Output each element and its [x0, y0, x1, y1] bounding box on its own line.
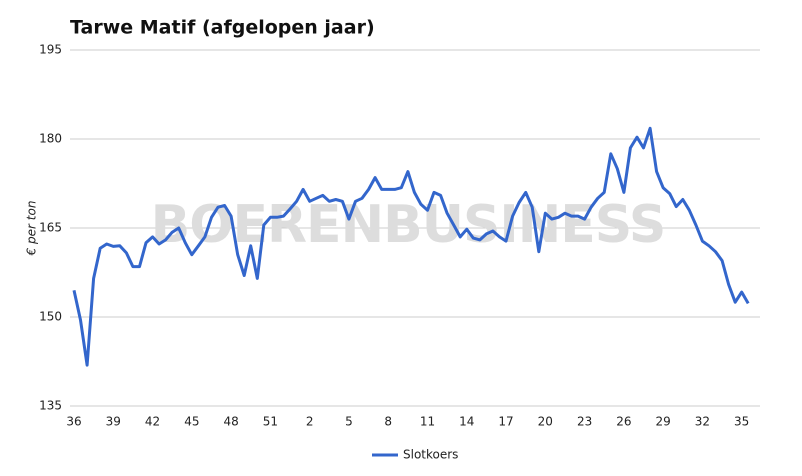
y-tick-label: 150 — [39, 310, 62, 324]
x-tick-label: 20 — [538, 415, 553, 429]
x-tick-label: 29 — [656, 415, 671, 429]
x-tick-label: 45 — [184, 415, 199, 429]
y-tick-label: 180 — [39, 132, 62, 146]
x-tick-label: 23 — [577, 415, 592, 429]
x-tick-label: 36 — [66, 415, 81, 429]
x-tick-label: 5 — [345, 415, 353, 429]
x-tick-label: 2 — [306, 415, 314, 429]
x-tick-label: 42 — [145, 415, 160, 429]
chart-title: Tarwe Matif (afgelopen jaar) — [70, 17, 375, 39]
x-tick-label: 35 — [734, 415, 749, 429]
legend-label: Slotkoers — [403, 448, 458, 462]
x-tick-label: 39 — [106, 415, 121, 429]
x-tick-label: 48 — [223, 415, 238, 429]
x-tick-label: 11 — [420, 415, 435, 429]
y-tick-label: 195 — [39, 43, 62, 57]
y-axis-label: € per ton — [25, 201, 39, 257]
y-tick-label: 135 — [39, 399, 62, 413]
watermark: BOERENBUSINESS — [151, 195, 666, 255]
x-tick-label: 51 — [263, 415, 278, 429]
x-tick-label: 8 — [384, 415, 392, 429]
x-tick-label: 14 — [459, 415, 474, 429]
x-tick-label: 17 — [498, 415, 513, 429]
x-tick-label: 26 — [616, 415, 631, 429]
data-line — [72, 126, 750, 367]
y-tick-label: 165 — [39, 221, 62, 235]
x-tick-label: 32 — [695, 415, 710, 429]
